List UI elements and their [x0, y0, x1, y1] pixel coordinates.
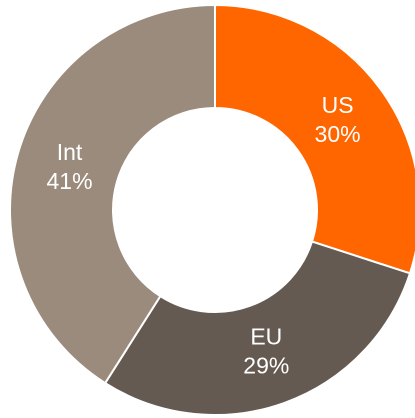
slice-value: 29% [243, 353, 289, 379]
slice-label: US [322, 92, 354, 118]
slice-label: Int [57, 139, 83, 165]
slice [103, 240, 412, 416]
slice-value: 41% [46, 168, 92, 194]
slice-label: EU [250, 324, 282, 350]
slice [9, 3, 216, 385]
slice-value: 30% [315, 121, 361, 147]
slice [214, 3, 415, 275]
